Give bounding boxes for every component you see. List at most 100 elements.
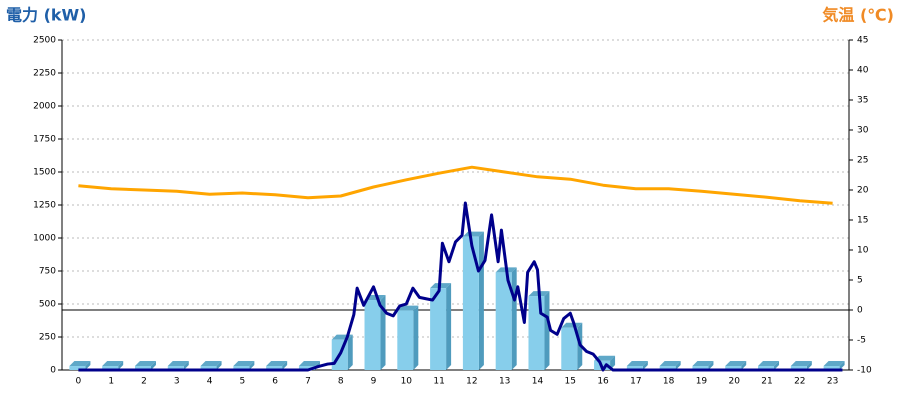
bar-side: [511, 267, 517, 370]
bar: [134, 361, 156, 370]
x-tick-label: 12: [466, 377, 477, 387]
bar-top: [397, 305, 419, 311]
y2-tick-label: 15: [857, 216, 868, 226]
bar-front: [233, 366, 250, 370]
y2-tick-label: 30: [857, 126, 869, 136]
bar: [200, 361, 222, 370]
bar-front: [266, 366, 283, 370]
x-tick-label: 22: [794, 377, 805, 387]
bar-top: [233, 361, 255, 367]
x-tick-label: 8: [338, 377, 344, 387]
x-tick-label: 9: [371, 377, 377, 387]
bar-top: [102, 361, 124, 367]
bar: [725, 361, 747, 370]
x-tick-label: 17: [630, 377, 641, 387]
y2-tick-label: 10: [857, 246, 869, 256]
bar: [495, 267, 517, 370]
bar-top: [134, 361, 156, 367]
x-tick-label: 0: [76, 377, 82, 387]
bar-side: [708, 361, 714, 370]
bar-front: [167, 366, 184, 370]
x-tick-label: 23: [827, 377, 838, 387]
bar: [430, 283, 452, 370]
y2-tick-label: 5: [857, 276, 863, 286]
y-tick-label: 2500: [33, 36, 56, 46]
bar-front: [495, 272, 512, 370]
y-tick-label: 1250: [33, 201, 56, 211]
bar-top: [298, 361, 320, 367]
x-tick-label: 20: [729, 377, 741, 387]
bar-side: [741, 361, 747, 370]
bar-top: [758, 361, 780, 367]
bar-front: [528, 296, 545, 370]
y2-tick-label: 35: [857, 96, 868, 106]
bar-side: [150, 361, 156, 370]
line: [78, 165, 833, 205]
x-tick-label: 5: [239, 377, 245, 387]
y2-tick-label: 45: [857, 36, 868, 46]
bar: [69, 361, 91, 370]
bar-side: [610, 355, 616, 370]
bar: [266, 361, 288, 370]
bar: [790, 361, 812, 370]
x-tick-label: 2: [141, 377, 147, 387]
y-tick-label: 2000: [33, 102, 56, 112]
y-tick-label: 500: [39, 300, 56, 310]
y-axis-title: 電力 (kW): [6, 6, 87, 25]
bar-top: [167, 361, 189, 367]
y2-tick-label: 25: [857, 156, 868, 166]
bar-front: [659, 366, 676, 370]
bar-side: [249, 361, 255, 370]
bar: [692, 361, 714, 370]
bar-front: [626, 366, 643, 370]
bar-front: [298, 366, 315, 370]
bar-side: [183, 361, 189, 370]
x-tick-label: 1: [108, 377, 114, 387]
bar: [397, 305, 419, 370]
bar-top: [69, 361, 91, 367]
x-tick-label: 15: [565, 377, 576, 387]
bar-front: [790, 366, 807, 370]
bar-front: [758, 366, 775, 370]
bar-front: [134, 366, 151, 370]
bar-side: [347, 334, 353, 370]
y2-tick-label: 40: [857, 66, 869, 76]
bar-front: [823, 366, 840, 370]
bar-front: [200, 366, 217, 370]
x-tick-label: 19: [696, 377, 708, 387]
bar-side: [446, 283, 452, 370]
y-tick-label: 1750: [33, 135, 56, 145]
bar-top: [692, 361, 714, 367]
bar-side: [282, 361, 288, 370]
bar: [823, 361, 845, 370]
y-tick-label: 1500: [33, 168, 56, 178]
bar-front: [692, 366, 709, 370]
bar-side: [544, 291, 550, 370]
y-tick-label: 2250: [33, 69, 56, 79]
bar-side: [85, 361, 91, 370]
bar-top: [462, 231, 484, 237]
x-tick-label: 14: [532, 377, 544, 387]
y2-tick-label: -10: [857, 366, 872, 376]
bar-side: [642, 361, 648, 370]
x-tick-label: 7: [305, 377, 311, 387]
bar-side: [380, 295, 386, 370]
bar-side: [216, 361, 222, 370]
bar-top: [266, 361, 288, 367]
bar: [659, 361, 681, 370]
bar-side: [413, 305, 419, 370]
y2-tick-label: 0: [857, 306, 863, 316]
bar: [233, 361, 255, 370]
bar-top: [790, 361, 812, 367]
bar-side: [118, 361, 124, 370]
bar-top: [725, 361, 747, 367]
bar-front: [561, 327, 578, 370]
y2-axis-title: 気温 (℃): [822, 6, 894, 25]
x-tick-label: 18: [663, 377, 675, 387]
y2-tick-label: -5: [857, 336, 866, 346]
x-tick-label: 4: [207, 377, 213, 387]
x-tick-label: 21: [761, 377, 772, 387]
bar-side: [478, 231, 484, 370]
bar-front: [430, 288, 447, 370]
